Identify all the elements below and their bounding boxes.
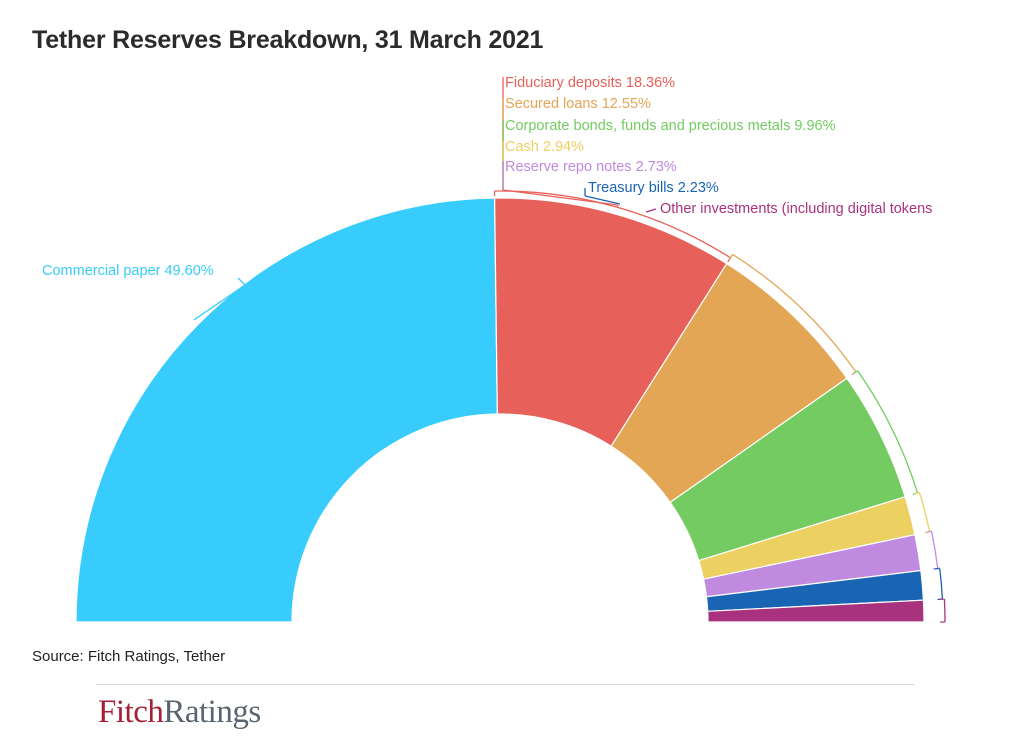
- bracket-cash: [918, 492, 931, 532]
- bracket-tick: [926, 530, 932, 533]
- label-other-investments-including-digital-tokens: Other investments (including digital tok…: [660, 201, 932, 217]
- label-fiduciary-deposits: Fiduciary deposits 18.36%: [505, 75, 675, 91]
- leader-fiduciary-end: [616, 204, 619, 208]
- source-note: Source: Fitch Ratings, Tether: [32, 648, 226, 665]
- logo-ratings-text: Ratings: [163, 694, 261, 730]
- slice-fiduciary-deposits: [493, 197, 728, 448]
- slice-commercial-paper: [75, 197, 498, 623]
- bracket-fiduciary-deposits: [494, 190, 731, 259]
- chart-title: Tether Reserves Breakdown, 31 March 2021: [32, 26, 544, 54]
- bracket-other-investments-including-digital-tokens: [943, 599, 946, 623]
- label-leaders: [193, 77, 946, 623]
- label-commercial-paper: Commercial paper 49.60%: [42, 263, 214, 279]
- logo-fitch-text: Fitch: [98, 694, 164, 730]
- label-cash: Cash 2.94%: [505, 139, 584, 155]
- label-secured-loans: Secured loans 12.55%: [505, 96, 651, 112]
- footer-divider: [96, 684, 914, 685]
- label-treasury-bills: Treasury bills 2.23%: [588, 180, 719, 196]
- slice-labels: Commercial paper 49.60% Fiduciary deposit…: [42, 75, 932, 279]
- chart-slices: [75, 197, 925, 623]
- leader-fiduciary-connector: [502, 189, 619, 206]
- bracket-tick: [729, 254, 734, 259]
- slice-other-investments-including-digital-tokens: [707, 599, 925, 623]
- bracket-secured-loans: [732, 253, 857, 373]
- bracket-tick: [934, 567, 940, 570]
- bracket-corporate-bonds-funds-and-precious-metals: [857, 370, 919, 494]
- bracket-tick: [853, 370, 858, 375]
- label-corporate-bonds-funds-and-precious-metals: Corporate bonds, funds and precious meta…: [505, 118, 836, 134]
- leader-treasury-bills-connector: [584, 195, 621, 205]
- bracket-treasury-bills: [939, 568, 944, 600]
- label-reserve-repo-notes: Reserve repo notes 2.73%: [505, 159, 677, 175]
- fitch-ratings-logo: FitchRatings: [98, 694, 261, 731]
- leader-commercial-paper: [193, 277, 247, 321]
- bracket-tick: [914, 491, 920, 495]
- leader-other-investments: [645, 208, 657, 213]
- bracket-reserve-repo-notes: [930, 531, 939, 569]
